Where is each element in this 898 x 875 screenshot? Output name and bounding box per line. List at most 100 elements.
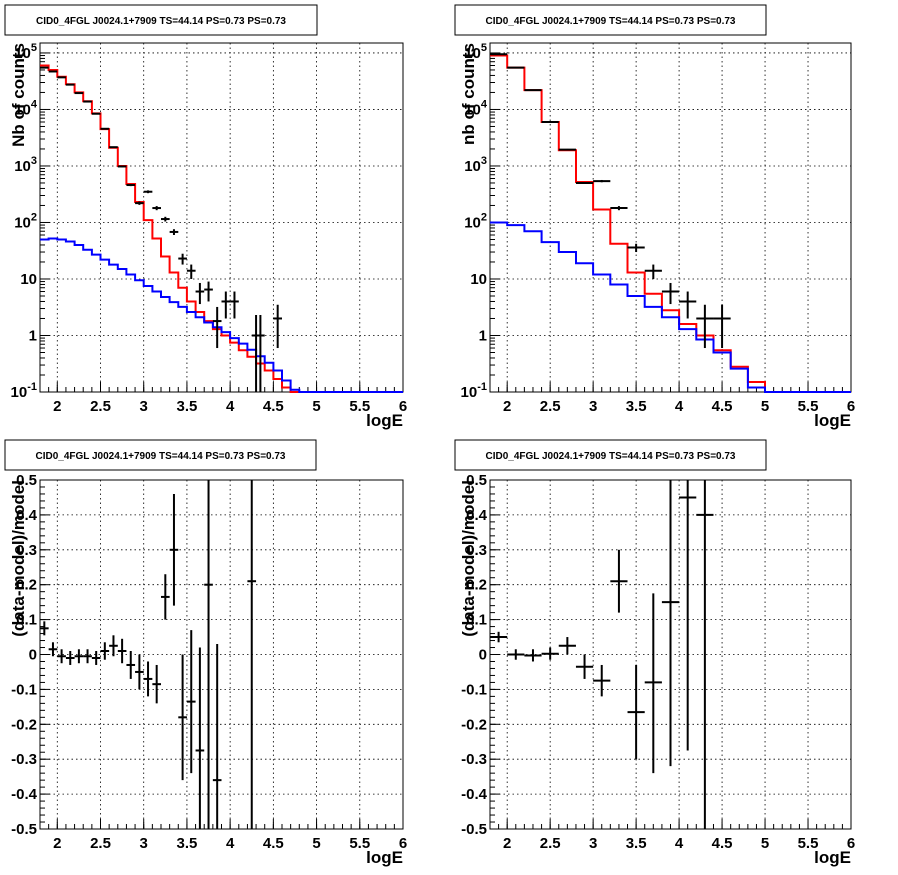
y-tick-label: -0.4 bbox=[11, 786, 38, 803]
y-tick-label: -0.5 bbox=[461, 821, 487, 838]
data-points bbox=[490, 480, 714, 829]
y-tick-label: 105 bbox=[14, 42, 37, 62]
x-tick-label: 5.5 bbox=[798, 835, 819, 852]
x-tick-label: 3.5 bbox=[176, 398, 197, 415]
x-tick-label: 5.5 bbox=[349, 398, 370, 415]
x-tick-label: 2 bbox=[53, 398, 61, 415]
residual-panel-left: CID0_4FGL J0024.1+7909 TS=44.14 PS=0.73 … bbox=[4, 439, 407, 867]
y-tick-label: 0.5 bbox=[16, 472, 37, 489]
y-tick-label: 0.4 bbox=[16, 507, 38, 524]
x-tick-label: 4 bbox=[675, 835, 684, 852]
y-axis-label: (data-model)/model bbox=[9, 480, 28, 637]
x-tick-label: 3 bbox=[589, 835, 597, 852]
x-tick-label: 4 bbox=[675, 398, 684, 415]
x-axis-label: logE bbox=[366, 411, 403, 430]
x-tick-label: 2.5 bbox=[90, 398, 111, 415]
x-tick-label: 6 bbox=[399, 835, 407, 852]
source-model-histogram bbox=[40, 237, 403, 393]
y-tick-label: -0.3 bbox=[461, 751, 487, 768]
y-tick-label: 0 bbox=[479, 647, 487, 664]
y-tick-label: 102 bbox=[464, 211, 487, 231]
y-tick-label: -0.1 bbox=[461, 681, 487, 698]
y-tick-label: 0.2 bbox=[466, 577, 487, 594]
x-tick-label: 3.5 bbox=[626, 398, 647, 415]
x-tick-label: 2 bbox=[503, 835, 511, 852]
chart-title-box bbox=[4, 4, 318, 36]
y-tick-label: 0.3 bbox=[16, 542, 37, 559]
chart-title-box bbox=[454, 439, 767, 471]
x-tick-label: 2.5 bbox=[540, 835, 561, 852]
x-tick-label: 5 bbox=[761, 835, 769, 852]
x-axis-label: logE bbox=[814, 411, 851, 430]
y-tick-label: 0.2 bbox=[16, 577, 37, 594]
y-tick-label: 1 bbox=[479, 327, 487, 344]
x-tick-label: 2 bbox=[503, 398, 511, 415]
x-tick-label: 3 bbox=[140, 398, 148, 415]
x-tick-label: 5 bbox=[761, 398, 769, 415]
x-tick-label: 5.5 bbox=[798, 398, 819, 415]
x-tick-label: 2 bbox=[53, 835, 61, 852]
x-tick-label: 3 bbox=[589, 398, 597, 415]
y-axis-label: (data-model)/model bbox=[459, 480, 478, 637]
x-tick-label: 3 bbox=[140, 835, 148, 852]
y-tick-label: 0.1 bbox=[466, 612, 487, 629]
chart-title-box bbox=[454, 4, 767, 36]
source-model-histogram bbox=[490, 221, 851, 393]
x-tick-label: 4.5 bbox=[263, 835, 284, 852]
x-tick-label: 5.5 bbox=[349, 835, 370, 852]
x-tick-label: 4 bbox=[226, 835, 235, 852]
x-tick-label: 2.5 bbox=[90, 835, 111, 852]
y-tick-label: 10-1 bbox=[461, 381, 487, 401]
x-tick-label: 5 bbox=[312, 398, 320, 415]
y-tick-label: 0.4 bbox=[466, 507, 488, 524]
y-tick-label: 0.3 bbox=[466, 542, 487, 559]
y-tick-label: 10 bbox=[20, 271, 37, 288]
data-points bbox=[40, 66, 282, 392]
y-tick-label: 105 bbox=[464, 42, 487, 62]
x-axis-label: logE bbox=[366, 848, 403, 867]
x-axis-label: logE bbox=[814, 848, 851, 867]
data-points bbox=[40, 480, 257, 829]
y-tick-label: 103 bbox=[464, 155, 487, 175]
y-tick-label: 102 bbox=[14, 211, 37, 231]
chart-title: CID0_4FGL J0024.1+7909 TS=44.14 PS=0.73 … bbox=[36, 451, 286, 462]
x-tick-label: 3.5 bbox=[626, 835, 647, 852]
y-tick-label: -0.5 bbox=[11, 821, 37, 838]
x-tick-label: 4.5 bbox=[263, 398, 284, 415]
plot-frame bbox=[489, 42, 852, 393]
y-tick-label: 10-1 bbox=[11, 381, 37, 401]
x-tick-label: 6 bbox=[399, 398, 407, 415]
x-tick-label: 4.5 bbox=[712, 398, 733, 415]
chart-title-box bbox=[4, 439, 317, 471]
x-tick-label: 5 bbox=[312, 835, 320, 852]
x-tick-label: 4.5 bbox=[712, 835, 733, 852]
y-tick-label: 10 bbox=[470, 271, 487, 288]
plot-frame bbox=[39, 42, 404, 393]
x-tick-label: 2.5 bbox=[540, 398, 561, 415]
y-tick-label: -0.2 bbox=[461, 716, 487, 733]
y-tick-label: 104 bbox=[14, 98, 38, 118]
y-tick-label: 0.1 bbox=[16, 612, 37, 629]
y-tick-label: 1 bbox=[29, 327, 37, 344]
y-tick-label: 0 bbox=[29, 647, 37, 664]
y-tick-label: 0.5 bbox=[466, 472, 487, 489]
x-tick-label: 4 bbox=[226, 398, 235, 415]
y-tick-label: 103 bbox=[14, 155, 37, 175]
residual-panel-right: CID0_4FGL J0024.1+7909 TS=44.14 PS=0.73 … bbox=[454, 439, 855, 867]
x-tick-label: 6 bbox=[847, 835, 855, 852]
y-axis-label: Nb of counts bbox=[9, 43, 28, 147]
counts-panel-left: CID0_4FGL J0024.1+7909 TS=44.14 PS=0.73 … bbox=[4, 4, 407, 430]
y-tick-label: -0.2 bbox=[11, 716, 37, 733]
counts-panel-right: CID0_4FGL J0024.1+7909 TS=44.14 PS=0.73 … bbox=[454, 4, 855, 430]
y-tick-label: -0.4 bbox=[461, 786, 488, 803]
y-tick-label: 104 bbox=[464, 98, 488, 118]
x-tick-label: 6 bbox=[847, 398, 855, 415]
y-axis-label: nb of counts bbox=[459, 43, 478, 145]
y-tick-label: -0.3 bbox=[11, 751, 37, 768]
data-points bbox=[490, 53, 731, 349]
chart-title: CID0_4FGL J0024.1+7909 TS=44.14 PS=0.73 … bbox=[486, 451, 736, 462]
chart-title: CID0_4FGL J0024.1+7909 TS=44.14 PS=0.73 … bbox=[36, 16, 286, 27]
chart-title: CID0_4FGL J0024.1+7909 TS=44.14 PS=0.73 … bbox=[486, 16, 736, 27]
x-tick-label: 3.5 bbox=[176, 835, 197, 852]
